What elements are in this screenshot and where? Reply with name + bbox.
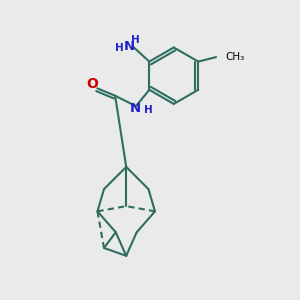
- Text: CH₃: CH₃: [226, 52, 245, 61]
- Text: O: O: [86, 77, 98, 92]
- Text: N: N: [124, 40, 135, 52]
- Text: H: H: [144, 105, 153, 115]
- Text: N: N: [130, 102, 141, 115]
- Text: H: H: [115, 43, 124, 53]
- Text: H: H: [131, 35, 140, 45]
